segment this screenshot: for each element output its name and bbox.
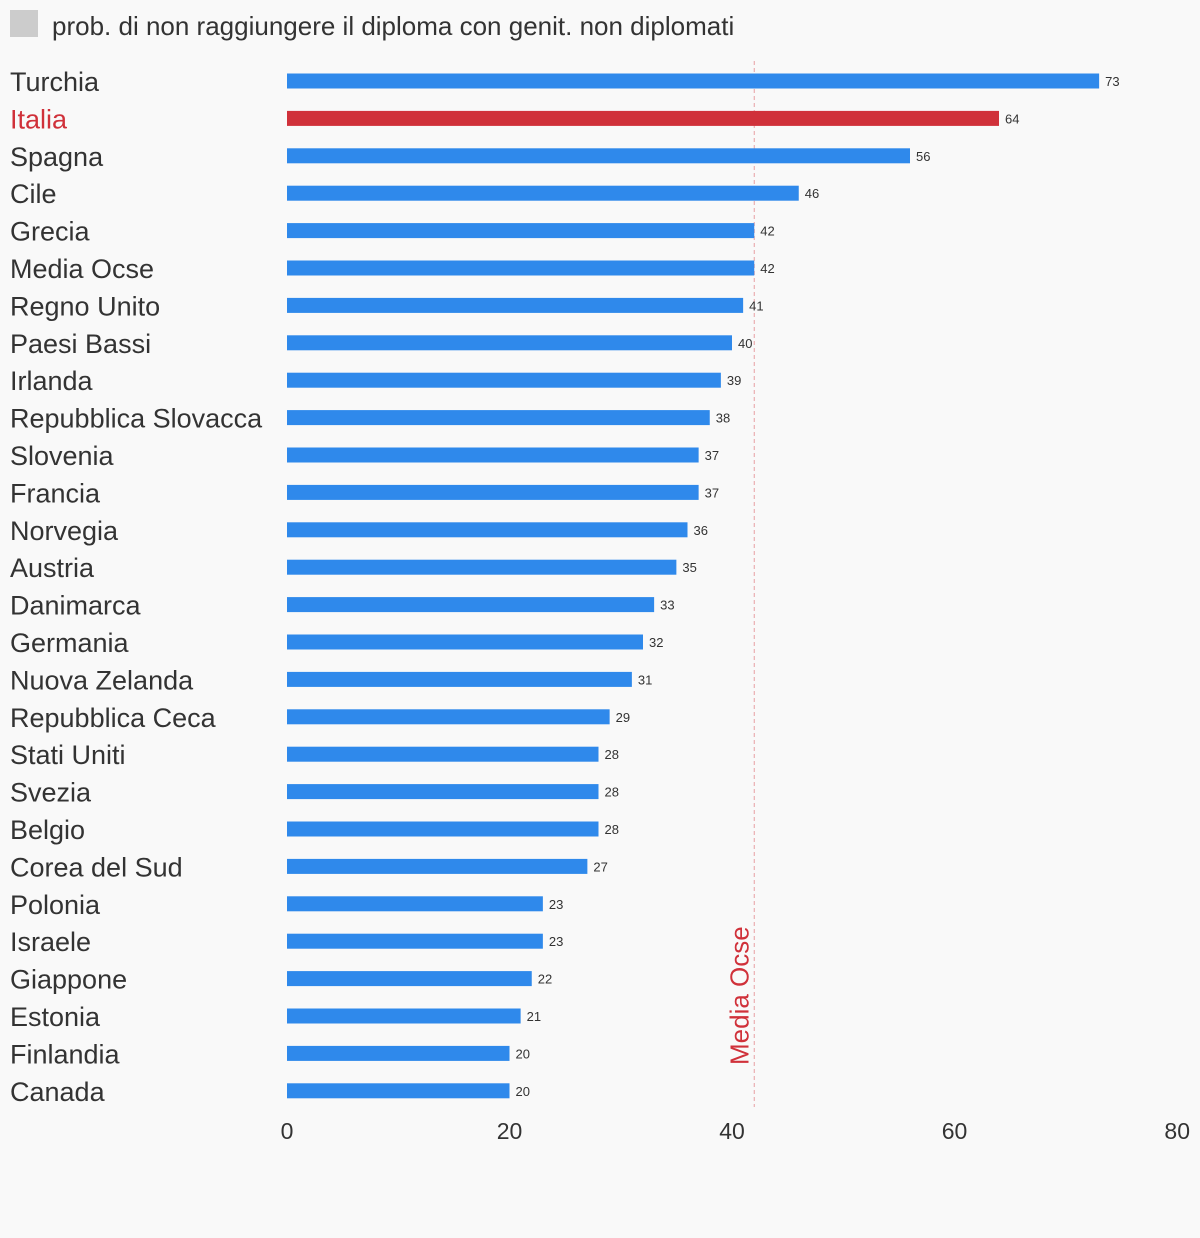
category-label: Cile — [10, 179, 57, 209]
category-label: Israele — [10, 927, 91, 957]
x-tick-label: 20 — [497, 1118, 523, 1144]
value-label: 37 — [705, 485, 719, 500]
value-label: 35 — [682, 560, 696, 575]
value-label: 31 — [638, 672, 652, 687]
bars-layer — [287, 73, 1100, 1099]
category-label: Belgio — [10, 815, 85, 845]
bar — [287, 821, 599, 837]
value-label: 20 — [516, 1084, 530, 1099]
bar — [287, 896, 543, 912]
bar — [287, 709, 610, 725]
bar — [287, 110, 999, 126]
x-tick-label: 40 — [719, 1118, 745, 1144]
value-label: 22 — [538, 972, 552, 987]
category-label: Repubblica Slovacca — [10, 404, 263, 434]
value-label: 42 — [760, 224, 774, 239]
x-tick-label: 0 — [281, 1118, 294, 1144]
bar — [287, 484, 699, 500]
x-axis-ticks: 0 20 40 60 80 — [281, 1118, 1190, 1144]
category-label: Germania — [10, 628, 130, 658]
value-labels: 73 64 56 46 42 42 41 40 39 38 37 37 36 35 33 32 31 29 28 28… — [516, 74, 1120, 1099]
category-label: Giappone — [10, 965, 127, 995]
chart-legend: prob. di non raggiungere il diploma con … — [10, 10, 734, 41]
category-label: Stati Uniti — [10, 740, 126, 770]
value-label: 40 — [738, 336, 752, 351]
category-labels: Turchia Italia Spagna Cile Grecia Media Ocse R… — [10, 67, 263, 1107]
bar — [287, 1045, 510, 1061]
value-label: 41 — [749, 298, 763, 313]
value-label: 56 — [916, 149, 930, 164]
bar — [287, 1083, 510, 1099]
category-label: Slovenia — [10, 441, 115, 471]
bar — [287, 297, 744, 313]
bar — [287, 559, 677, 575]
category-label: Paesi Bassi — [10, 329, 151, 359]
value-label: 27 — [593, 859, 607, 874]
bar — [287, 223, 755, 239]
category-label: Svezia — [10, 778, 92, 808]
value-label: 33 — [660, 598, 674, 613]
value-label: 37 — [705, 448, 719, 463]
bar — [287, 597, 655, 613]
value-label: 28 — [605, 822, 619, 837]
bar — [287, 1008, 521, 1024]
bar — [287, 148, 910, 164]
value-label: 28 — [605, 747, 619, 762]
bar — [287, 260, 755, 276]
value-label: 29 — [616, 710, 630, 725]
category-label: Repubblica Ceca — [10, 703, 217, 733]
value-label: 23 — [549, 897, 563, 912]
legend-label: prob. di non raggiungere il diploma con … — [52, 11, 734, 41]
value-label: 36 — [694, 523, 708, 538]
value-label: 42 — [760, 261, 774, 276]
category-label: Finlandia — [10, 1039, 121, 1069]
bar — [287, 185, 799, 201]
bar — [287, 634, 643, 650]
value-label: 64 — [1005, 111, 1019, 126]
value-label: 20 — [516, 1046, 530, 1061]
bar — [287, 73, 1100, 89]
bar — [287, 335, 732, 351]
value-label: 73 — [1105, 74, 1119, 89]
category-label: Norvegia — [10, 516, 119, 546]
value-label: 32 — [649, 635, 663, 650]
value-label: 23 — [549, 934, 563, 949]
value-label: 39 — [727, 373, 741, 388]
bar — [287, 784, 599, 800]
category-label: Spagna — [10, 142, 104, 172]
category-label: Danimarca — [10, 591, 142, 621]
legend-swatch — [10, 10, 38, 37]
x-tick-label: 80 — [1164, 1118, 1190, 1144]
category-label: Francia — [10, 478, 101, 508]
x-tick-label: 60 — [942, 1118, 968, 1144]
category-label: Media Ocse — [10, 254, 154, 284]
value-label: 21 — [527, 1009, 541, 1024]
bar — [287, 746, 599, 762]
category-label: Grecia — [10, 217, 91, 247]
category-label: Nuova Zelanda — [10, 665, 194, 695]
bar — [287, 410, 710, 426]
category-label: Polonia — [10, 890, 101, 920]
category-label: Estonia — [10, 1002, 101, 1032]
bar — [287, 372, 721, 388]
bar — [287, 447, 699, 463]
category-label: Italia — [10, 104, 68, 134]
category-label: Turchia — [10, 67, 100, 97]
value-label: 28 — [605, 785, 619, 800]
bar — [287, 971, 532, 987]
bar — [287, 933, 543, 949]
category-label: Corea del Sud — [10, 852, 183, 882]
reference-line-label: Media Ocse — [724, 926, 754, 1065]
value-label: 46 — [805, 186, 819, 201]
bar — [287, 522, 688, 538]
category-label: Regno Unito — [10, 291, 160, 321]
category-label: Irlanda — [10, 366, 94, 396]
bar — [287, 858, 588, 874]
value-label: 38 — [716, 411, 730, 426]
category-label: Austria — [10, 553, 95, 583]
bar — [287, 671, 632, 687]
category-label: Canada — [10, 1077, 106, 1107]
